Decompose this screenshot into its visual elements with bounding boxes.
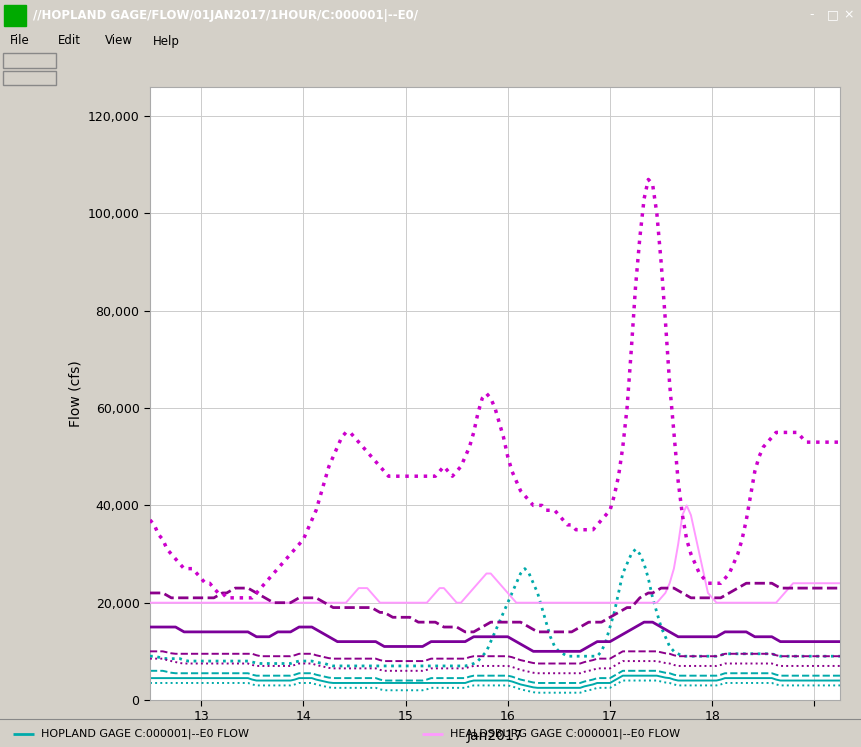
Text: Help: Help [152, 34, 179, 48]
Text: Edit: Edit [58, 34, 81, 48]
Text: HEALDSBURG GAGE C:000001|--E0 FLOW: HEALDSBURG GAGE C:000001|--E0 FLOW [450, 729, 680, 740]
Bar [4, 4, 26, 25]
X-axis label: Jan2017: Jan2017 [467, 729, 523, 743]
Text: □: □ [827, 8, 839, 22]
Text: View: View [105, 34, 133, 48]
Text: //HOPLAND GAGE/FLOW/01JAN2017/1HOUR/C:000001|--E0/: //HOPLAND GAGE/FLOW/01JAN2017/1HOUR/C:00… [33, 8, 418, 22]
Y-axis label: Flow (cfs): Flow (cfs) [68, 360, 82, 427]
Text: -: - [809, 8, 814, 22]
Text: File: File [10, 34, 30, 48]
FancyBboxPatch shape [3, 53, 56, 68]
Text: HOPLAND GAGE C:000001|--E0 FLOW: HOPLAND GAGE C:000001|--E0 FLOW [41, 729, 250, 740]
FancyBboxPatch shape [3, 70, 56, 85]
Text: ×: × [844, 8, 854, 22]
